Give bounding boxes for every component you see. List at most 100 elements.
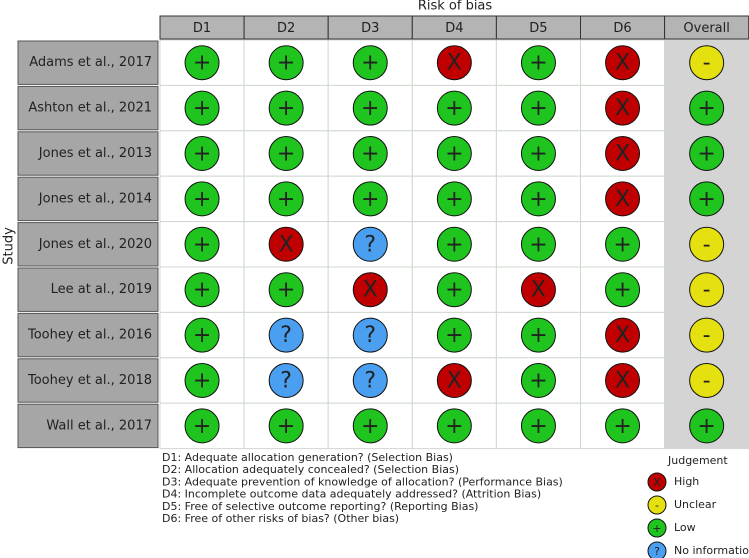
- domain-note: D1: Adequate allocation generation? (Sel…: [162, 451, 453, 464]
- column-header-label: D5: [529, 21, 547, 36]
- judgement-dot: [352, 408, 388, 444]
- judgement-dot: [520, 272, 556, 308]
- judgement-symbol: +: [445, 278, 463, 303]
- judgement-dot: [689, 90, 725, 126]
- judgement-symbol: +: [697, 142, 715, 167]
- judgement-symbol: +: [361, 187, 379, 212]
- judgement-symbol: X: [615, 323, 630, 348]
- column-header-label: D2: [277, 21, 295, 36]
- study-cell: [17, 222, 159, 267]
- judgement-symbol: +: [361, 96, 379, 121]
- judgement-symbol: +: [193, 142, 211, 167]
- judgement-dot: [436, 226, 472, 262]
- judgement-dot: [352, 90, 388, 126]
- legend-label: Low: [674, 521, 696, 534]
- study-label: Wall et al., 2017: [46, 418, 152, 433]
- judgement-dot: [520, 45, 556, 81]
- judgement-dot: [520, 181, 556, 217]
- judgement-dot: [184, 181, 220, 217]
- judgement-symbol: +: [193, 414, 211, 439]
- judgement-symbol: +: [193, 232, 211, 257]
- judgement-symbol: +: [529, 187, 547, 212]
- judgement-symbol: +: [361, 414, 379, 439]
- column-header-label: D1: [193, 21, 211, 36]
- judgement-dot: [436, 317, 472, 353]
- judgement-dot: [520, 317, 556, 353]
- judgement-symbol: +: [445, 142, 463, 167]
- judgement-dot: [184, 90, 220, 126]
- legend-dot: [647, 518, 667, 538]
- legend-symbol: X: [653, 476, 661, 489]
- judgement-dot: [605, 363, 641, 398]
- judgement-dot: [605, 45, 641, 81]
- judgement-symbol: X: [531, 278, 546, 303]
- study-cell: [17, 358, 159, 403]
- judgement-symbol: +: [361, 142, 379, 167]
- judgement-dot: [436, 136, 472, 171]
- judgement-symbol: +: [529, 232, 547, 257]
- y-label: Study: [2, 227, 17, 265]
- judgement-dot: [436, 272, 472, 308]
- study-cell: [17, 131, 159, 176]
- judgement-dot: [184, 136, 220, 171]
- judgement-symbol: +: [193, 323, 211, 348]
- domain-note: D4: Incomplete outcome data adequately a…: [162, 488, 541, 501]
- legend-dot: [647, 495, 667, 515]
- judgement-dot: [268, 136, 304, 171]
- study-label: Toohey et al., 2018: [27, 373, 152, 388]
- judgement-symbol: -: [703, 51, 711, 76]
- judgement-symbol: +: [277, 278, 295, 303]
- judgement-symbol: ?: [364, 369, 376, 394]
- legend-symbol: +: [652, 522, 661, 535]
- judgement-dot: [268, 363, 304, 398]
- legend-title: Judgement: [667, 454, 728, 467]
- judgement-symbol: +: [277, 142, 295, 167]
- judgement-dot: [268, 408, 304, 444]
- judgement-dot: [605, 226, 641, 262]
- judgement-symbol: X: [615, 369, 630, 394]
- title: Risk of bias: [418, 0, 493, 14]
- judgement-dot: [605, 90, 641, 126]
- judgement-dot: [520, 408, 556, 444]
- judgement-dot: [436, 363, 472, 398]
- study-label: Jones et al., 2020: [38, 237, 152, 252]
- judgement-dot: [352, 363, 388, 398]
- judgement-symbol: +: [445, 414, 463, 439]
- judgement-dot: [184, 272, 220, 308]
- legend-label: High: [674, 475, 699, 488]
- judgement-symbol: ?: [280, 323, 292, 348]
- judgement-dot: [605, 317, 641, 353]
- judgement-symbol: +: [445, 232, 463, 257]
- judgement-dot: [689, 181, 725, 217]
- judgement-dot: [268, 90, 304, 126]
- judgement-symbol: +: [697, 414, 715, 439]
- judgement-symbol: X: [279, 232, 294, 257]
- judgement-dot: [436, 181, 472, 217]
- judgement-symbol: +: [529, 414, 547, 439]
- study-label: Toohey et al., 2016: [27, 328, 152, 343]
- judgement-dot: [520, 363, 556, 398]
- legend-dot: [647, 472, 667, 492]
- study-cell: [17, 403, 159, 449]
- judgement-symbol: X: [615, 142, 630, 167]
- domain-note: D3: Adequate prevention of knowledge of …: [162, 475, 563, 488]
- judgement-dot: [268, 45, 304, 81]
- judgement-symbol: +: [193, 369, 211, 394]
- judgement-dot: [689, 226, 725, 262]
- legend-symbol: ?: [654, 545, 660, 558]
- judgement-dot: [352, 272, 388, 308]
- judgement-symbol: +: [529, 51, 547, 76]
- domain-note: D2: Allocation adequately concealed? (Se…: [162, 463, 459, 476]
- study-label: Ashton et al., 2021: [28, 101, 152, 116]
- judgement-symbol: +: [529, 323, 547, 348]
- judgement-dot: [184, 226, 220, 262]
- legend-label: No information: [674, 544, 749, 557]
- judgement-symbol: X: [363, 278, 378, 303]
- judgement-dot: [520, 136, 556, 171]
- judgement-symbol: ?: [280, 369, 292, 394]
- judgement-dot: [352, 181, 388, 217]
- judgement-symbol: X: [615, 96, 630, 121]
- study-cell: [17, 312, 159, 358]
- judgement-dot: [689, 408, 725, 444]
